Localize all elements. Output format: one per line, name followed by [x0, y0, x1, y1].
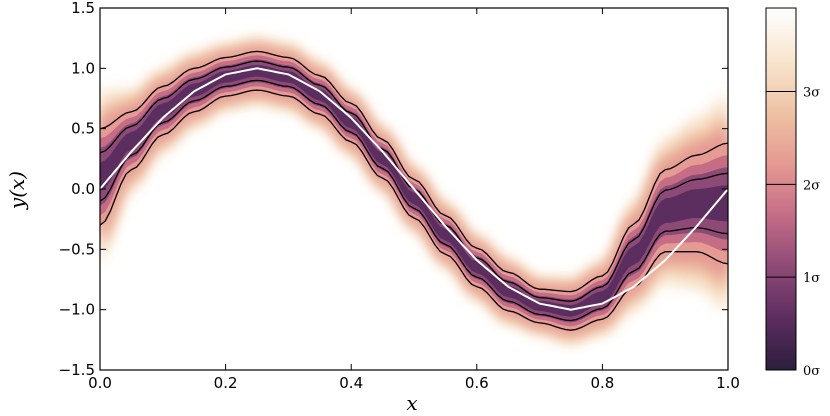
y-tick-label: −1.5 [59, 361, 95, 379]
y-tick-label: −1.0 [59, 301, 95, 319]
y-tick-label: 0.0 [71, 180, 95, 198]
density-bands [100, 36, 728, 346]
y-tick-label: 1.5 [71, 0, 95, 17]
density-band [100, 62, 728, 320]
colorbar-ticks: 0σ 1σ 2σ 3σ [766, 86, 820, 379]
colorbar-tick-label: 1σ [803, 271, 820, 286]
sigma-contour-line [100, 50, 728, 293]
colorbar-gradient [765, 7, 797, 371]
x-tick-label: 0.0 [88, 374, 112, 392]
x-tick-label: 0.4 [339, 374, 363, 392]
colorbar-tick-label: 2σ [803, 178, 820, 193]
y-tick-label: 1.0 [71, 59, 95, 77]
y-axis-label: y(x) [5, 171, 29, 210]
true-function-line [100, 67, 728, 311]
y-tick-label: −0.5 [59, 240, 95, 258]
colorbar: 0σ 1σ 2σ 3σ [765, 7, 820, 379]
x-tick-label: 0.2 [214, 374, 238, 392]
x-tick-label: 0.6 [465, 374, 489, 392]
x-axis: 0.0 0.2 0.4 0.6 0.8 1.0 [88, 8, 740, 392]
y-tick-label: 0.5 [71, 120, 95, 138]
sigma-contour-line [100, 89, 728, 331]
y-axis: 1.5 1.0 0.5 0.0 −0.5 −1.0 −1.5 [59, 0, 728, 379]
x-axis-label: x [406, 391, 417, 415]
sigma-contour-line [100, 79, 728, 322]
x-tick-label: 1.0 [716, 374, 740, 392]
x-tick-label: 0.8 [590, 374, 614, 392]
colorbar-tick-label: 3σ [803, 86, 820, 101]
plot-area [99, 7, 729, 371]
colorbar-tick-label: 0σ [803, 364, 820, 379]
